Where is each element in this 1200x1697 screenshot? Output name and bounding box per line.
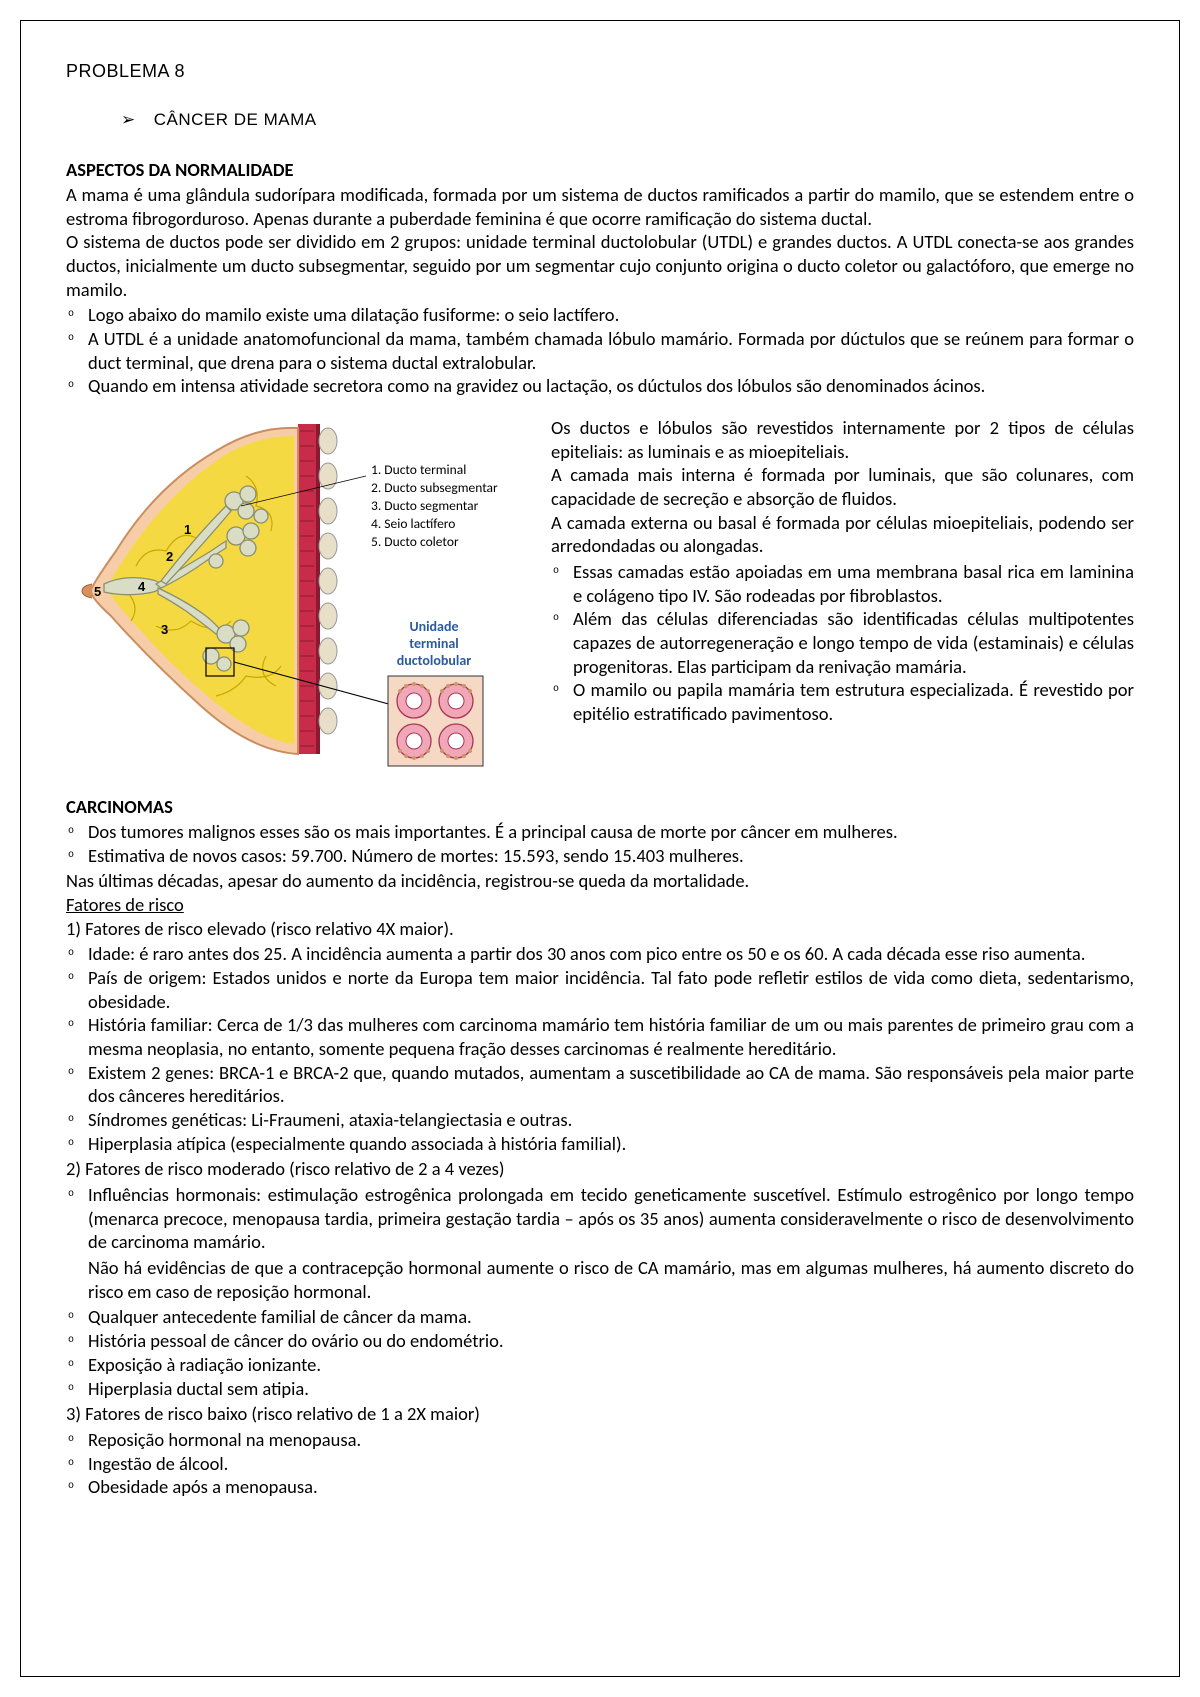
- list-item: Quando em intensa atividade secretora co…: [66, 374, 1134, 398]
- risk-group-3-heading: 3) Fatores de risco baixo (risco relativ…: [66, 1402, 1134, 1426]
- list-item: A UTDL é a unidade anatomofuncional da m…: [66, 327, 1134, 374]
- list-item: Exposição à radiação ionizante.: [66, 1353, 1134, 1377]
- list-item: Logo abaixo do mamilo existe uma dilataç…: [66, 303, 1134, 327]
- utdl-label-3: ductolobular: [397, 652, 471, 669]
- list-item: Existem 2 genes: BRCA-1 e BRCA-2 que, qu…: [66, 1061, 1134, 1108]
- risk-group-2-list: Influências hormonais: estimulação estro…: [66, 1183, 1134, 1254]
- anatomy-diagram: 1 2 3 4 5 1. Ducto terminal 2. Ducto sub…: [66, 416, 526, 781]
- utdl-label-1: Unidade: [409, 618, 458, 635]
- diagram-label-3: 3: [161, 622, 168, 637]
- risk-group-1-list: Idade: é raro antes dos 25. A incidência…: [66, 942, 1134, 1155]
- problem-title: PROBLEMA 8: [66, 61, 1134, 82]
- list-item: História pessoal de câncer do ovário ou …: [66, 1329, 1134, 1353]
- list-item: O mamilo ou papila mamária tem estrutura…: [551, 678, 1134, 725]
- list-item: Influências hormonais: estimulação estro…: [66, 1183, 1134, 1254]
- legend-1: 1. Ducto terminal: [371, 461, 466, 478]
- list-carcinomas-intro: Dos tumores malignos esses são os mais i…: [66, 820, 1134, 867]
- risk-group-2-list-cont: Qualquer antecedente familial de câncer …: [66, 1305, 1134, 1400]
- legend-2: 2. Ducto subsegmentar: [371, 479, 498, 496]
- subtitle-text: CÂNCER DE MAMA: [154, 110, 317, 130]
- diagram-label-5: 5: [94, 584, 101, 599]
- list-normality: Logo abaixo do mamilo existe uma dilataç…: [66, 303, 1134, 398]
- risk-group-3-list: Reposição hormonal na menopausa. Ingestã…: [66, 1428, 1134, 1499]
- list-item: País de origem: Estados unidos e norte d…: [66, 966, 1134, 1013]
- utdl-label-2: terminal: [409, 635, 458, 652]
- list-item: Hiperplasia atípica (especialmente quand…: [66, 1132, 1134, 1156]
- risk-group-1-heading: 1) Fatores de risco elevado (risco relat…: [66, 917, 1134, 941]
- fig-para-2: A camada mais interna é formada por lumi…: [551, 463, 1134, 510]
- list-item: Ingestão de álcool.: [66, 1452, 1134, 1476]
- para-normality-1: A mama é uma glândula sudorípara modific…: [66, 183, 1134, 230]
- list-item: Hiperplasia ductal sem atipia.: [66, 1377, 1134, 1401]
- risk-group-2-subpara: Não há evidências de que a contracepção …: [66, 1256, 1134, 1303]
- legend-3: 3. Ducto segmentar: [371, 497, 479, 514]
- diagram-label-4: 4: [138, 579, 146, 594]
- arrow-icon: ➢: [121, 110, 136, 130]
- fig-para-1: Os ductos e lóbulos são revestidos inter…: [551, 416, 1134, 463]
- legend-4: 4. Seio lactífero: [371, 515, 455, 532]
- fig-list: Essas camadas estão apoiadas em uma memb…: [551, 560, 1134, 726]
- page-frame: PROBLEMA 8 ➢ CÂNCER DE MAMA ASPECTOS DA …: [20, 20, 1180, 1677]
- diagram-label-2: 2: [166, 549, 173, 564]
- figure-side-text: Os ductos e lóbulos são revestidos inter…: [551, 416, 1134, 781]
- subtitle-row: ➢ CÂNCER DE MAMA: [121, 110, 1134, 130]
- risk-factors-heading: Fatores de risco: [66, 893, 1134, 917]
- list-item: Obesidade após a menopausa.: [66, 1475, 1134, 1499]
- list-item: Dos tumores malignos esses são os mais i…: [66, 820, 1134, 844]
- list-item: Estimativa de novos casos: 59.700. Númer…: [66, 844, 1134, 868]
- para-normality-2: O sistema de ductos pode ser dividido em…: [66, 230, 1134, 301]
- list-item: História familiar: Cerca de 1/3 das mulh…: [66, 1013, 1134, 1060]
- section-heading-normality: ASPECTOS DA NORMALIDADE: [66, 158, 1134, 181]
- legend-5: 5. Ducto coletor: [371, 533, 459, 550]
- figure-row: 1 2 3 4 5 1. Ducto terminal 2. Ducto sub…: [66, 416, 1134, 781]
- list-item: Essas camadas estão apoiadas em uma memb…: [551, 560, 1134, 607]
- para-carcinomas: Nas últimas décadas, apesar do aumento d…: [66, 869, 1134, 893]
- list-item: Síndromes genéticas: Li-Fraumeni, ataxia…: [66, 1108, 1134, 1132]
- list-item: Idade: é raro antes dos 25. A incidência…: [66, 942, 1134, 966]
- list-item: Qualquer antecedente familial de câncer …: [66, 1305, 1134, 1329]
- breast-anatomy-svg: 1 2 3 4 5 1. Ducto terminal 2. Ducto sub…: [66, 416, 526, 776]
- fig-para-3: A camada externa ou basal é formada por …: [551, 511, 1134, 558]
- risk-group-2-heading: 2) Fatores de risco moderado (risco rela…: [66, 1157, 1134, 1181]
- diagram-label-1: 1: [184, 522, 191, 537]
- list-item: Além das células diferenciadas são ident…: [551, 607, 1134, 678]
- list-item: Reposição hormonal na menopausa.: [66, 1428, 1134, 1452]
- section-heading-carcinomas: CARCINOMAS: [66, 795, 1134, 818]
